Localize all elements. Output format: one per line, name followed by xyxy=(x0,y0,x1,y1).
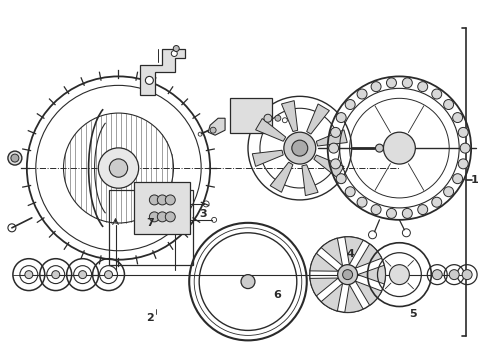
Polygon shape xyxy=(317,130,347,146)
Polygon shape xyxy=(302,165,318,195)
Circle shape xyxy=(52,271,60,279)
Text: 3: 3 xyxy=(200,209,207,219)
Circle shape xyxy=(11,154,19,162)
Polygon shape xyxy=(314,155,344,178)
Circle shape xyxy=(432,197,441,207)
Polygon shape xyxy=(355,281,382,305)
Circle shape xyxy=(462,270,472,280)
Text: 1: 1 xyxy=(470,175,478,185)
Circle shape xyxy=(157,195,167,205)
Circle shape xyxy=(387,78,396,88)
Circle shape xyxy=(345,100,355,109)
Circle shape xyxy=(432,270,442,280)
Circle shape xyxy=(371,82,381,92)
Circle shape xyxy=(375,144,384,152)
Circle shape xyxy=(460,143,470,153)
Bar xyxy=(134,182,190,234)
Circle shape xyxy=(8,151,22,165)
Polygon shape xyxy=(208,118,225,135)
Polygon shape xyxy=(310,253,338,271)
Polygon shape xyxy=(321,283,343,311)
Circle shape xyxy=(284,132,316,164)
Polygon shape xyxy=(345,237,363,265)
Circle shape xyxy=(338,265,358,285)
Circle shape xyxy=(402,78,412,88)
Circle shape xyxy=(458,159,468,169)
Circle shape xyxy=(165,212,175,222)
Polygon shape xyxy=(256,118,286,141)
Text: 4: 4 xyxy=(346,248,354,258)
Circle shape xyxy=(149,195,159,205)
Circle shape xyxy=(329,143,339,153)
Circle shape xyxy=(402,208,412,219)
Polygon shape xyxy=(345,284,363,312)
Text: 6: 6 xyxy=(273,290,281,300)
Circle shape xyxy=(165,195,175,205)
Circle shape xyxy=(264,114,272,122)
Circle shape xyxy=(331,127,341,138)
Circle shape xyxy=(98,148,139,188)
Circle shape xyxy=(443,187,454,197)
Circle shape xyxy=(336,174,346,184)
Circle shape xyxy=(172,50,177,57)
Polygon shape xyxy=(310,278,338,296)
Circle shape xyxy=(357,89,367,99)
Circle shape xyxy=(384,132,416,164)
Circle shape xyxy=(387,208,396,219)
Circle shape xyxy=(418,82,428,92)
Circle shape xyxy=(292,140,308,156)
Circle shape xyxy=(149,212,159,222)
Circle shape xyxy=(371,204,381,215)
Circle shape xyxy=(345,187,355,197)
Circle shape xyxy=(104,271,113,279)
Circle shape xyxy=(343,270,353,280)
Circle shape xyxy=(458,127,468,138)
Text: 2: 2 xyxy=(146,313,154,323)
Circle shape xyxy=(336,113,346,122)
Circle shape xyxy=(157,212,167,222)
Text: 5: 5 xyxy=(410,310,417,319)
Circle shape xyxy=(173,45,179,51)
Circle shape xyxy=(418,204,428,215)
Polygon shape xyxy=(141,49,185,95)
Circle shape xyxy=(210,127,216,133)
Circle shape xyxy=(453,174,463,184)
Polygon shape xyxy=(281,101,298,131)
Polygon shape xyxy=(252,150,283,166)
Circle shape xyxy=(109,159,128,177)
Text: 7: 7 xyxy=(146,218,154,228)
Polygon shape xyxy=(355,244,382,268)
Polygon shape xyxy=(307,104,329,134)
Circle shape xyxy=(432,89,441,99)
Bar xyxy=(230,98,272,133)
Circle shape xyxy=(241,275,255,289)
Circle shape xyxy=(390,265,409,285)
Circle shape xyxy=(449,270,459,280)
Polygon shape xyxy=(321,238,343,266)
Circle shape xyxy=(357,197,367,207)
Circle shape xyxy=(275,115,281,121)
Circle shape xyxy=(78,271,87,279)
Circle shape xyxy=(146,76,153,84)
Polygon shape xyxy=(270,162,293,192)
Circle shape xyxy=(453,113,463,122)
Bar xyxy=(108,190,193,265)
Circle shape xyxy=(25,271,33,279)
Circle shape xyxy=(443,100,454,109)
Polygon shape xyxy=(358,265,386,284)
Circle shape xyxy=(331,159,341,169)
